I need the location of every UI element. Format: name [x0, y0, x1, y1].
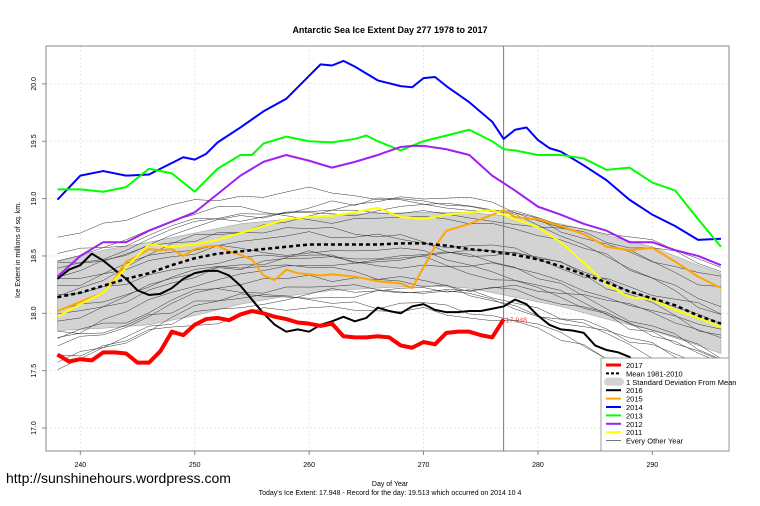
every-other-year-line — [57, 249, 722, 338]
y-tick-label: 17.5 — [31, 364, 38, 378]
every-other-year-line — [57, 244, 722, 361]
y-tick-label: 19.0 — [31, 192, 38, 206]
legend-label: 2012 — [626, 420, 643, 429]
y-tick-label: 18.0 — [31, 306, 38, 320]
series-line-mean-1981-2010 — [57, 242, 722, 325]
plot-frame — [45, 45, 730, 452]
series-line-2015 — [57, 209, 722, 312]
x-tick-label: 260 — [303, 462, 315, 469]
chart-title: Antarctic Sea Ice Extent Day 277 1978 to… — [292, 25, 487, 35]
y-tick-label: 18.5 — [31, 249, 38, 263]
series-line-2013 — [57, 128, 722, 248]
every-other-year-line — [57, 231, 722, 336]
series-line-2011 — [56, 206, 722, 329]
every-other-year-line — [57, 186, 722, 308]
series-line-2012 — [56, 144, 722, 278]
every-other-year-line — [57, 274, 722, 359]
chart-subtitle: Today's Ice Extent: 17.948 - Record for … — [259, 490, 522, 497]
plot-area: 17.948 240 250 260 270 280 290 17.0 17.5 18.0 18.5… — [31, 45, 730, 469]
series-line-2014 — [56, 59, 722, 241]
legend-label: 2017 — [626, 361, 643, 370]
every-other-year-line — [57, 197, 722, 269]
series-line-2016 — [56, 252, 722, 418]
website-url: http://sunshinehours.wordpress.com — [6, 470, 231, 486]
legend-label: 2016 — [626, 386, 643, 395]
legend-label: 2013 — [626, 411, 643, 420]
series-line-2017 — [56, 309, 506, 365]
legend-label: 2014 — [626, 403, 643, 412]
every-other-year-line — [57, 250, 722, 330]
x-tick-label: 270 — [418, 462, 430, 469]
x-tick-label: 240 — [74, 462, 86, 469]
x-tick-label: 250 — [189, 462, 201, 469]
every-other-year-line — [57, 264, 722, 374]
every-other-year-line — [57, 227, 722, 360]
y-tick-label: 19.5 — [31, 134, 38, 148]
legend-label: 1 Standard Deviation From Mean — [626, 378, 736, 387]
x-tick-label: 290 — [647, 462, 659, 469]
legend-label: Every Other Year — [626, 437, 684, 446]
every-other-year-line — [57, 203, 722, 278]
legend-label: Mean 1981-2010 — [626, 369, 683, 378]
legend-box — [600, 357, 730, 452]
x-axis-label: Day of Year — [372, 481, 409, 488]
y-tick-label: 20.0 — [31, 77, 38, 91]
x-tick-label: 280 — [532, 462, 544, 469]
legend-swatch-band — [604, 377, 624, 386]
every-other-year-line — [57, 251, 722, 322]
y-tick-label: 17.0 — [31, 421, 38, 435]
every-other-year-line — [57, 284, 722, 382]
legend-label: 2015 — [626, 395, 643, 404]
every-other-year-line — [57, 284, 722, 370]
y-axis-label: Ice Extent in millions of sq. km. — [15, 202, 22, 298]
current-value-label: 17.948 — [506, 317, 528, 324]
every-other-year-line — [57, 287, 722, 376]
legend-label: 2011 — [626, 428, 642, 437]
